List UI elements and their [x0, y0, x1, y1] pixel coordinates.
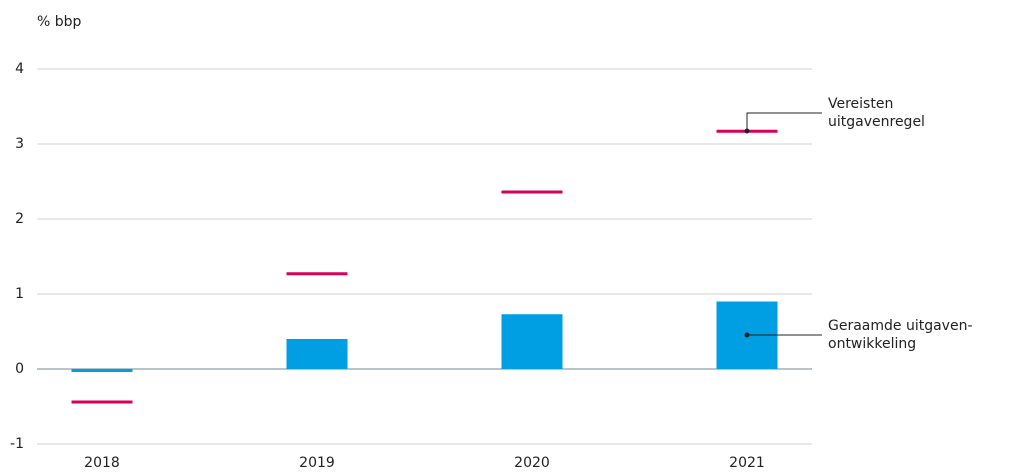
- y-tick-label: 2: [15, 211, 24, 227]
- y-tick-label: 1: [15, 286, 24, 302]
- x-tick-label: 2021: [729, 455, 765, 471]
- bar: [501, 314, 563, 369]
- legend-label: Vereisten uitgavenregel: [828, 96, 925, 130]
- bar: [286, 339, 348, 369]
- y-tick-label: 4: [15, 61, 24, 77]
- y-tick-label: 0: [15, 361, 24, 377]
- callout-dot: [744, 332, 750, 338]
- plot: -1 0 1 2 3 4 2018 2019 2020 2021: [10, 61, 812, 471]
- bar: [71, 369, 133, 372]
- x-tick-label: 2018: [84, 455, 120, 471]
- callout-dot: [744, 128, 750, 134]
- y-tick-label: 3: [15, 136, 24, 152]
- y-tick-label: -1: [10, 436, 24, 452]
- y-axis-label: % bbp: [37, 14, 82, 30]
- legend-label: Geraamde uitgaven-ontwikkeling: [828, 318, 973, 352]
- callout-line: [746, 112, 822, 131]
- x-tick-label: 2019: [299, 455, 335, 471]
- x-tick-label: 2020: [514, 455, 550, 471]
